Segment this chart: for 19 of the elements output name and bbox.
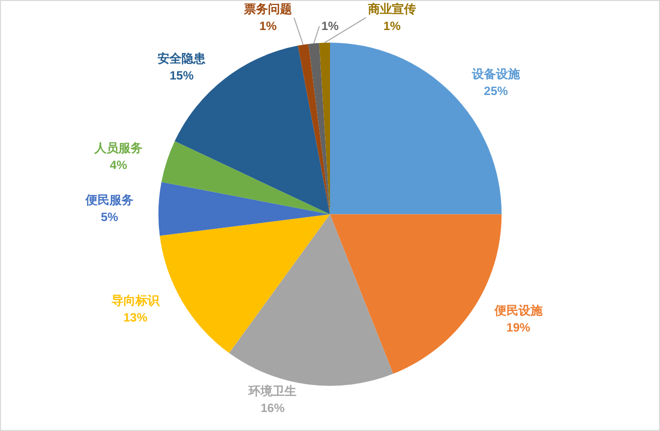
slice-label: 设备设施	[470, 66, 521, 81]
slice-label: 安全隐患	[158, 51, 207, 66]
data-label: 15%	[170, 68, 194, 82]
data-label: 1%	[383, 19, 401, 34]
data-label: 19%	[506, 320, 531, 335]
slice-label: 环境卫生	[248, 384, 297, 398]
slice-label: 人员服务	[94, 141, 143, 156]
data-label: 1%	[259, 19, 277, 34]
slice-label: 便民服务	[84, 192, 134, 207]
slice-label: 票务问题	[243, 2, 292, 16]
slice-label: 便民设施	[493, 304, 544, 318]
data-label: 1%	[321, 19, 339, 34]
data-label: 5%	[100, 210, 118, 224]
data-label: 16%	[260, 400, 285, 415]
data-label: 13%	[123, 310, 148, 325]
data-label: 4%	[110, 158, 128, 172]
slice-label: 商业宣传	[367, 2, 416, 16]
slice-label: 导向标识	[111, 294, 160, 308]
data-label: 25%	[484, 84, 508, 98]
